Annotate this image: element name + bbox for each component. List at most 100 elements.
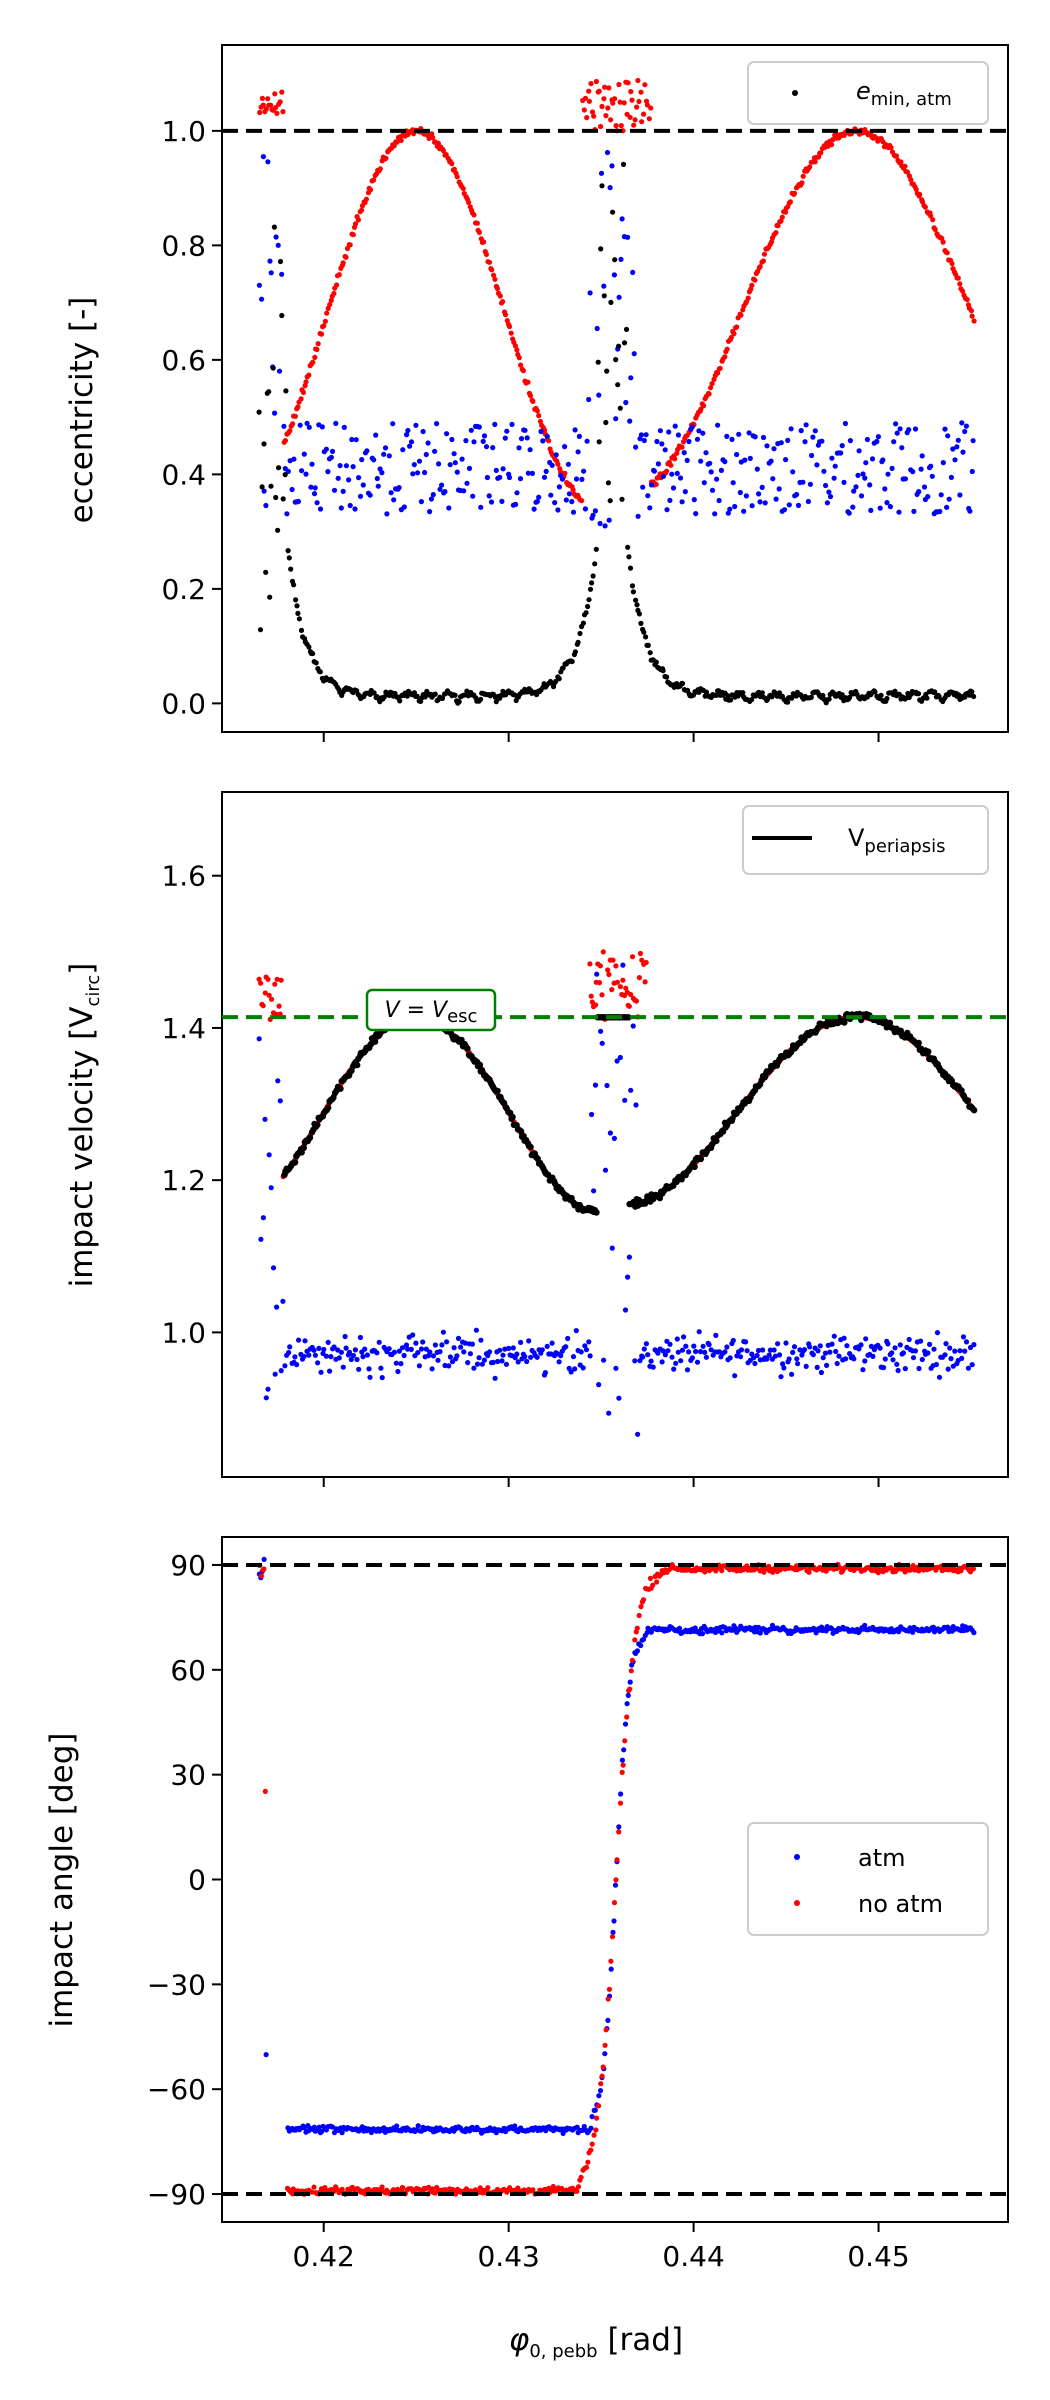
data-point xyxy=(586,1339,592,1345)
data-point xyxy=(610,1929,616,1935)
eccentricity-panel: eccentricity [-] 0.0 0.2 0.4 0.6 0.8 1.0 emin… xyxy=(64,44,1009,742)
data-point xyxy=(613,1365,619,1371)
data-point xyxy=(608,1958,614,1964)
data-point xyxy=(633,597,639,603)
data-point xyxy=(588,2125,594,2131)
data-point xyxy=(841,479,847,485)
data-point xyxy=(273,105,279,111)
data-point xyxy=(556,1359,562,1365)
data-point xyxy=(500,299,506,305)
data-point xyxy=(626,1254,633,1260)
data-point xyxy=(818,150,824,156)
data-point xyxy=(558,1353,564,1359)
data-point xyxy=(258,1236,264,1242)
data-point xyxy=(625,1692,631,1698)
data-point xyxy=(582,95,589,101)
data-point xyxy=(948,1356,954,1362)
data-point xyxy=(841,1019,848,1026)
data-point xyxy=(555,461,561,467)
data-point xyxy=(596,439,602,445)
data-point xyxy=(822,1350,829,1356)
data-point xyxy=(272,981,278,987)
data-point xyxy=(660,473,667,479)
data-point xyxy=(701,403,707,409)
data-point xyxy=(633,998,640,1004)
data-point xyxy=(716,497,722,504)
data-point xyxy=(962,1348,968,1354)
data-point xyxy=(724,1344,730,1350)
data-point xyxy=(259,95,265,101)
data-point xyxy=(262,990,268,996)
legend-label-no-atm: no atm xyxy=(858,1890,943,1918)
data-point xyxy=(623,326,630,332)
data-point xyxy=(743,493,750,499)
data-point xyxy=(589,1111,595,1118)
data-point xyxy=(553,452,559,458)
data-point xyxy=(569,658,575,665)
data-point xyxy=(611,1900,618,1906)
data-point xyxy=(296,616,302,622)
data-point xyxy=(263,502,269,509)
data-point xyxy=(925,1350,931,1356)
data-point xyxy=(584,115,590,121)
data-point xyxy=(616,294,622,300)
data-point xyxy=(884,500,890,506)
data-point xyxy=(260,154,266,160)
data-point xyxy=(843,1356,849,1362)
data-point xyxy=(565,1335,571,1342)
data-point xyxy=(357,493,364,499)
data-point xyxy=(329,448,336,454)
data-point xyxy=(730,480,736,486)
data-point xyxy=(497,1347,503,1353)
data-point xyxy=(388,490,394,496)
data-point xyxy=(503,1361,509,1367)
data-point xyxy=(454,1353,460,1359)
data-point xyxy=(579,476,585,482)
data-point xyxy=(275,527,281,533)
data-point xyxy=(606,517,612,523)
data-point xyxy=(610,957,616,963)
data-point xyxy=(260,102,266,108)
data-point xyxy=(713,692,719,699)
data-point xyxy=(317,506,324,512)
data-point xyxy=(645,642,651,649)
data-point xyxy=(856,448,862,454)
data-point xyxy=(768,458,774,464)
y-tick-label: 30 xyxy=(170,1759,206,1792)
data-point xyxy=(371,177,377,183)
data-point xyxy=(300,1144,307,1152)
data-point xyxy=(674,1336,680,1342)
data-point xyxy=(814,1364,820,1370)
data-point xyxy=(516,445,522,451)
data-point xyxy=(497,474,503,480)
data-point xyxy=(341,424,347,430)
data-point xyxy=(749,697,755,703)
data-point xyxy=(306,1352,312,1358)
data-point xyxy=(586,98,593,104)
data-point xyxy=(379,1375,385,1381)
data-point xyxy=(645,493,651,499)
data-point xyxy=(435,140,441,146)
data-point xyxy=(478,1067,486,1074)
data-point xyxy=(599,1040,605,1046)
data-point xyxy=(259,484,265,490)
data-point xyxy=(737,489,743,496)
data-point xyxy=(738,1347,745,1353)
data-point xyxy=(555,507,561,513)
data-point xyxy=(621,1747,627,1753)
data-point xyxy=(881,1365,887,1371)
data-point xyxy=(730,1337,736,1344)
data-point xyxy=(593,2127,599,2133)
data-point xyxy=(700,430,706,436)
data-point xyxy=(754,466,760,472)
data-point xyxy=(287,428,293,434)
data-point xyxy=(425,440,431,446)
data-point xyxy=(588,81,594,87)
data-point xyxy=(614,1058,620,1064)
data-point xyxy=(940,460,946,466)
data-point xyxy=(539,1347,545,1353)
data-point xyxy=(821,468,827,474)
data-point xyxy=(867,482,873,488)
data-point xyxy=(397,698,403,704)
data-point xyxy=(476,1061,484,1069)
